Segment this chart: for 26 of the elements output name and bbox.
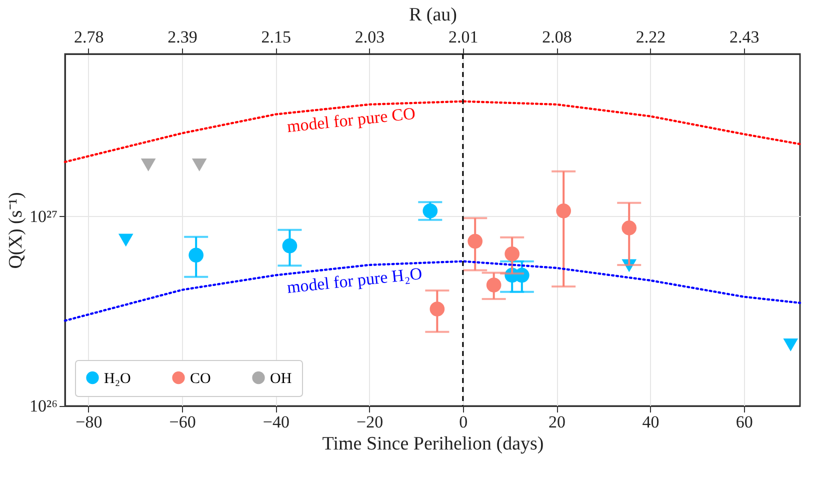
legend-label: CO (190, 370, 212, 387)
x-tick-label: −80 (76, 412, 102, 432)
text: 2.08 (542, 28, 572, 46)
x-tick-label: −40 (262, 412, 290, 432)
x-tick-label: −20 (356, 412, 384, 432)
y-axis-title: Q(X) (s⁻¹) (5, 192, 26, 269)
text: 2.01 (448, 28, 478, 46)
x-tick-label: −60 (169, 412, 196, 432)
x-tick-label: 60 (736, 412, 753, 432)
legend-label: H₂O (104, 370, 132, 387)
y-tick-label: 10²⁶ (29, 396, 58, 416)
x-tick-label: 0 (459, 412, 468, 432)
x-tick-label: 40 (642, 412, 660, 432)
text: 2.43 (729, 28, 760, 46)
annotation: model for pure CO (286, 104, 416, 136)
text: 2.15 (261, 28, 292, 46)
legend-label: OH (270, 370, 292, 387)
annotation: model for pure H₂O (286, 264, 424, 298)
x-axis-title: Time Since Perihelion (days) (322, 434, 544, 454)
text: 2.39 (168, 28, 198, 46)
y-tick-label: 10²⁷ (29, 206, 58, 226)
text: 2.78 (74, 28, 104, 46)
text: 2.03 (354, 28, 385, 46)
x-tick-label: 20 (548, 412, 566, 432)
x2-axis-title: R (au) (408, 4, 458, 26)
text: 2.22 (636, 28, 666, 46)
